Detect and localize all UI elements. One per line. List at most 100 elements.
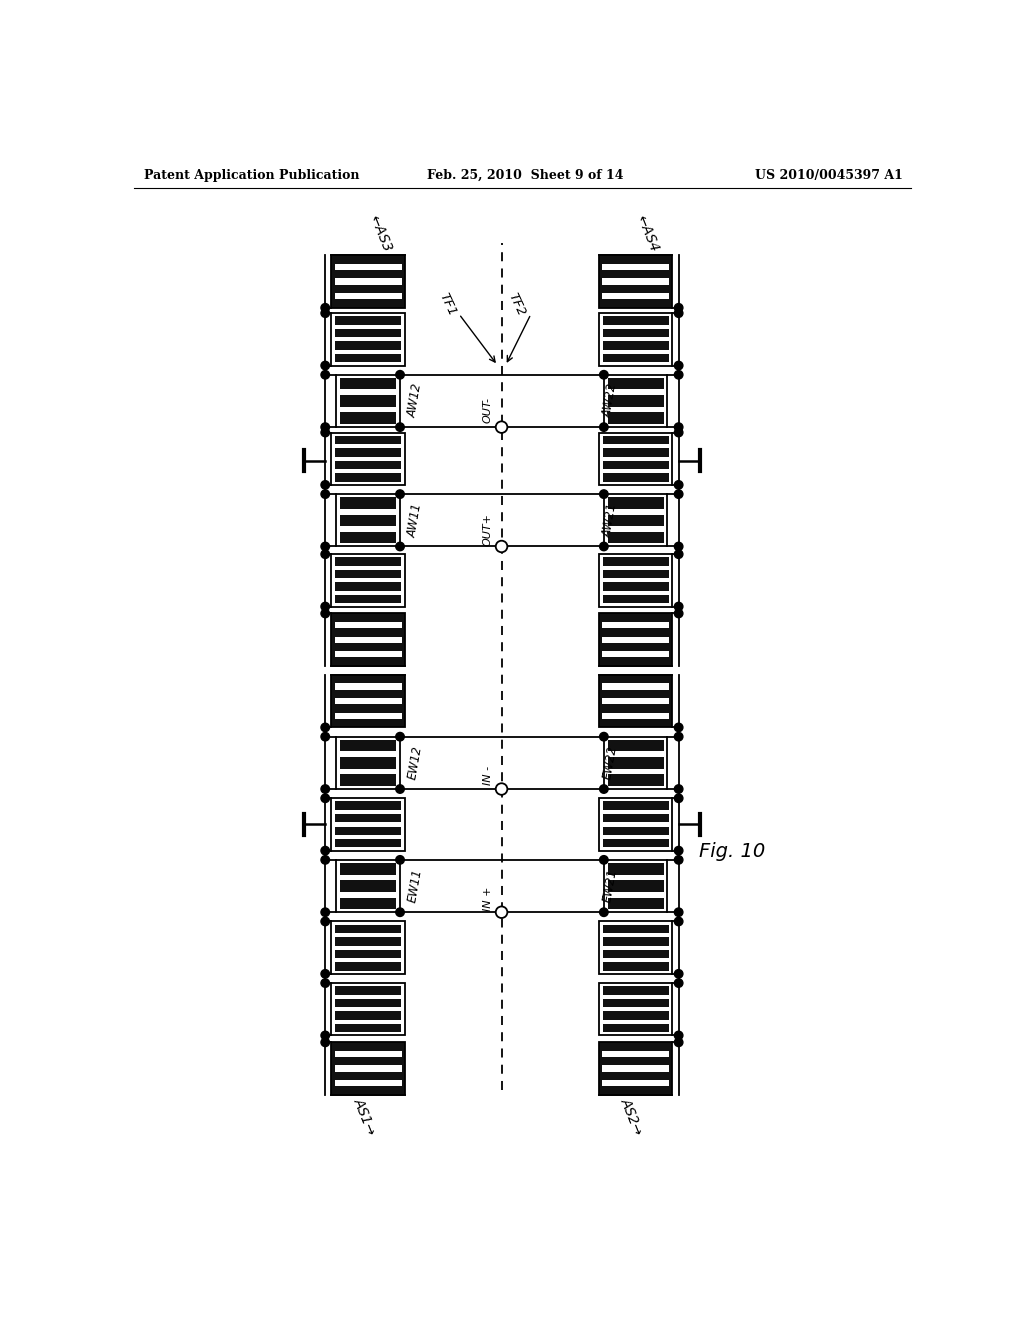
Text: AW22: AW22	[601, 383, 620, 418]
Bar	[607, 863, 664, 875]
Circle shape	[600, 490, 608, 499]
Text: IN -: IN -	[482, 766, 493, 784]
Circle shape	[675, 1031, 683, 1040]
Text: Patent Application Publication: Patent Application Publication	[143, 169, 359, 182]
Text: AW21: AW21	[601, 502, 620, 539]
Bar	[599, 313, 673, 366]
Circle shape	[675, 970, 683, 978]
Bar	[602, 264, 670, 271]
Text: AW11: AW11	[407, 502, 425, 539]
Bar	[335, 1051, 402, 1057]
Bar	[335, 999, 401, 1007]
Bar	[604, 859, 668, 912]
Bar	[602, 651, 670, 657]
Circle shape	[600, 908, 608, 916]
Text: OUT-: OUT-	[482, 397, 493, 424]
Bar	[340, 863, 396, 875]
Bar	[337, 375, 400, 428]
Circle shape	[675, 309, 683, 317]
Bar	[603, 826, 669, 836]
Text: ←AS3: ←AS3	[367, 214, 393, 255]
Circle shape	[321, 970, 330, 978]
Text: AS2→: AS2→	[618, 1096, 645, 1137]
Bar	[335, 622, 402, 628]
Bar	[599, 433, 673, 484]
Bar	[337, 494, 400, 546]
Text: TF2: TF2	[506, 290, 528, 318]
Text: IN +: IN +	[482, 886, 493, 911]
Text: OUT+: OUT+	[482, 513, 493, 546]
Bar	[599, 799, 673, 850]
Circle shape	[675, 610, 683, 618]
Text: AW12: AW12	[407, 383, 425, 418]
Bar	[603, 557, 669, 566]
Circle shape	[321, 428, 330, 437]
Bar	[602, 636, 670, 643]
Bar	[335, 1011, 401, 1020]
Bar	[607, 758, 664, 768]
Bar	[603, 342, 669, 350]
Bar	[335, 436, 401, 444]
Bar	[335, 354, 401, 363]
Bar	[599, 554, 673, 607]
Bar	[340, 412, 396, 424]
Bar	[602, 1065, 670, 1072]
Bar	[602, 1080, 670, 1086]
Circle shape	[675, 422, 683, 432]
Bar	[602, 1051, 670, 1057]
Bar	[340, 739, 396, 751]
Bar	[599, 675, 673, 727]
Text: EW22: EW22	[601, 744, 620, 780]
Bar	[603, 814, 669, 822]
Bar	[332, 554, 406, 607]
Circle shape	[675, 979, 683, 987]
Bar	[332, 675, 406, 727]
Bar	[603, 937, 669, 945]
Bar	[335, 698, 402, 705]
Circle shape	[600, 371, 608, 379]
Bar	[607, 412, 664, 424]
Bar	[335, 986, 401, 994]
Text: EW12: EW12	[407, 744, 425, 780]
Bar	[607, 775, 664, 785]
Bar	[335, 713, 402, 719]
Circle shape	[675, 723, 683, 731]
Text: TF1: TF1	[436, 290, 459, 318]
Circle shape	[321, 602, 330, 611]
Bar	[599, 921, 673, 974]
Bar	[335, 293, 402, 300]
Bar	[603, 461, 669, 469]
Circle shape	[321, 1031, 330, 1040]
Circle shape	[675, 543, 683, 550]
Bar	[332, 256, 406, 308]
Circle shape	[395, 855, 404, 865]
Bar	[335, 474, 401, 482]
Bar	[335, 264, 402, 271]
Bar	[607, 498, 664, 508]
Bar	[604, 375, 668, 428]
Bar	[335, 924, 401, 933]
Circle shape	[600, 422, 608, 432]
Bar	[340, 395, 396, 407]
Bar	[335, 1080, 402, 1086]
Bar	[603, 570, 669, 578]
Bar	[340, 880, 396, 892]
Circle shape	[321, 917, 330, 925]
Circle shape	[395, 908, 404, 916]
Bar	[599, 1043, 673, 1094]
Text: ←AS4: ←AS4	[634, 214, 662, 255]
Bar	[337, 859, 400, 912]
Circle shape	[395, 371, 404, 379]
Circle shape	[321, 480, 330, 490]
Circle shape	[321, 846, 330, 855]
Circle shape	[395, 490, 404, 499]
Bar	[599, 256, 673, 308]
Circle shape	[321, 371, 330, 379]
Bar	[335, 962, 401, 970]
Bar	[603, 986, 669, 994]
Circle shape	[675, 371, 683, 379]
Bar	[335, 814, 401, 822]
Circle shape	[675, 733, 683, 741]
Bar	[607, 898, 664, 909]
Bar	[335, 329, 401, 337]
